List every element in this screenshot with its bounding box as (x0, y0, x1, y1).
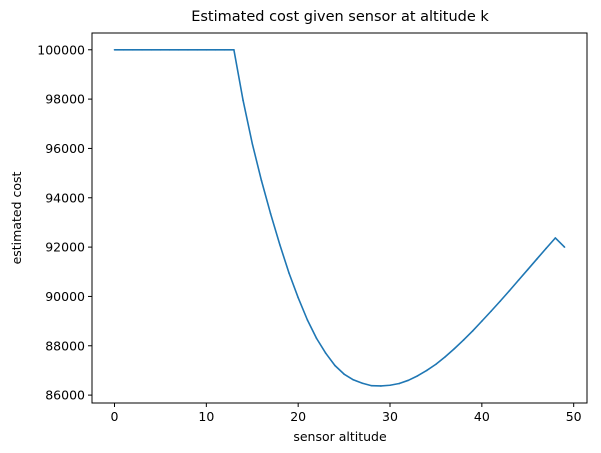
data-point (279, 243, 281, 246)
data-point (481, 320, 483, 322)
data-point (306, 319, 309, 321)
y-tick-label: 92000 (45, 240, 85, 255)
series-points (113, 48, 566, 387)
data-point (453, 347, 456, 350)
data-point (545, 247, 547, 250)
data-point (223, 48, 226, 51)
plot-area: 0 10 20 30 40 50 86000 88000 90000 92000 94000 960… (37, 32, 588, 424)
data-point (187, 48, 189, 51)
data-point (563, 246, 566, 248)
data-point (251, 142, 254, 145)
y-tick-label: 98000 (45, 92, 85, 107)
data-point (242, 99, 244, 102)
data-point (389, 384, 391, 387)
x-tick-label: 20 (290, 409, 306, 424)
y-tick-label: 94000 (45, 190, 85, 205)
data-point (196, 48, 198, 51)
x-axis: 0 10 20 30 40 50 (111, 403, 582, 424)
data-point (315, 337, 318, 340)
chart-title: Estimated cost given sensor at altitude … (191, 9, 489, 25)
data-point (141, 48, 143, 51)
data-point (132, 48, 134, 51)
data-point (508, 289, 511, 292)
x-tick-label: 10 (198, 409, 214, 424)
data-point (269, 213, 272, 215)
cost-series-line (114, 48, 566, 387)
data-point (370, 384, 373, 387)
data-point (159, 48, 162, 51)
data-point (526, 268, 529, 271)
y-tick-label: 88000 (45, 338, 85, 353)
x-axis-label: sensor altitude (293, 429, 387, 444)
data-point (444, 356, 446, 358)
plot-frame (91, 32, 588, 404)
y-tick-label: 86000 (45, 388, 85, 403)
y-tick-label: 96000 (45, 141, 85, 156)
x-tick-label: 0 (111, 409, 119, 424)
data-point (352, 379, 355, 381)
y-tick-label: 90000 (45, 289, 85, 304)
data-point (490, 310, 492, 313)
data-point (517, 279, 520, 281)
data-point (297, 296, 299, 299)
data-point (462, 339, 465, 341)
y-axis-label: estimated cost (9, 171, 24, 264)
x-tick-label: 50 (566, 409, 582, 424)
data-point (233, 48, 235, 51)
data-point (499, 300, 502, 302)
data-point (380, 385, 382, 387)
data-point (435, 363, 437, 366)
data-point (113, 48, 116, 51)
x-tick-label: 40 (474, 409, 490, 424)
data-point (361, 382, 364, 385)
y-tick-label: 100000 (37, 42, 85, 57)
data-point (122, 48, 125, 51)
data-point (425, 369, 428, 372)
data-point (536, 258, 538, 260)
data-point (214, 48, 217, 51)
data-point (168, 48, 171, 51)
x-tick-label: 30 (382, 409, 398, 424)
data-point (334, 364, 336, 367)
y-axis: 86000 88000 90000 92000 94000 96000 98000 10000… (37, 42, 92, 403)
data-point (288, 272, 290, 274)
data-point (398, 382, 400, 385)
data-point (407, 379, 410, 382)
data-point (416, 375, 419, 377)
data-point (471, 330, 474, 332)
data-point (324, 352, 327, 354)
data-point (177, 48, 180, 51)
data-point (150, 48, 153, 51)
data-point (343, 373, 345, 375)
data-point (260, 179, 263, 182)
data-point (205, 48, 208, 51)
data-point (554, 237, 557, 239)
